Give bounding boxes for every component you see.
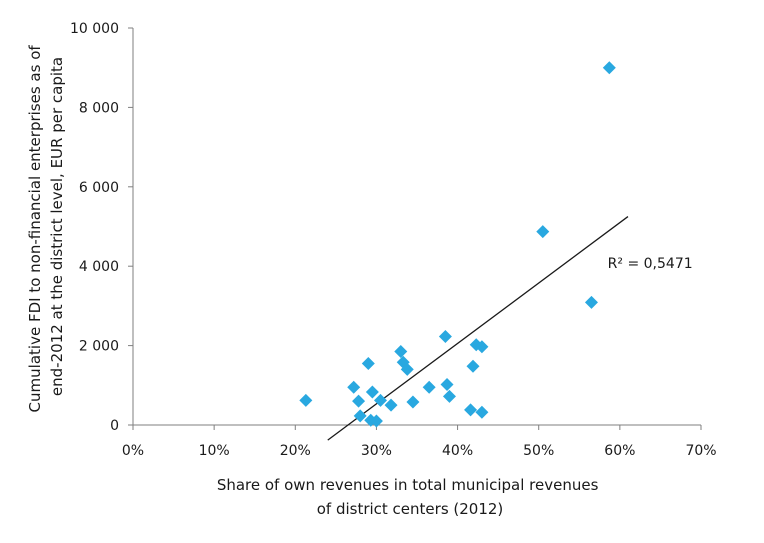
x-axis-title: Share of own revenues in total municipal… <box>217 476 603 518</box>
data-point <box>422 380 436 394</box>
y-tick-label: 2 000 <box>79 339 119 355</box>
r-squared-annotation: R² = 0,5471 <box>608 256 693 272</box>
data-point <box>442 389 456 403</box>
data-point <box>438 329 452 343</box>
data-point <box>347 380 361 394</box>
data-point <box>440 378 454 392</box>
data-point <box>466 359 480 373</box>
x-tick-label: 50% <box>523 443 554 459</box>
y-tick-label: 10 000 <box>70 21 119 37</box>
data-point <box>406 395 420 409</box>
data-point <box>384 398 398 412</box>
x-tick-label: 10% <box>199 443 230 459</box>
y-tick-label: 6 000 <box>79 180 119 196</box>
trendline <box>327 216 629 441</box>
y-axis-title-line-1: Cumulative FDI to non-financial enterpri… <box>26 45 44 413</box>
data-points <box>299 61 616 428</box>
data-point <box>464 403 478 417</box>
data-point <box>394 345 408 359</box>
data-point <box>365 385 379 399</box>
x-tick-label: 30% <box>361 443 392 459</box>
y-axis-title-line-2: end-2012 at the district level, EUR per … <box>48 57 66 396</box>
x-tick-label: 70% <box>685 443 716 459</box>
x-tick-label: 20% <box>280 443 311 459</box>
data-point <box>475 405 489 419</box>
y-ticks: 0 2 000 4 000 6 000 8 000 10 000 <box>70 21 133 434</box>
y-tick-label: 0 <box>110 418 119 434</box>
data-point <box>475 340 489 354</box>
data-point <box>400 362 414 376</box>
data-point <box>369 414 383 428</box>
y-tick-label: 8 000 <box>79 100 119 116</box>
x-axis-title-line-2: of district centers (2012) <box>317 500 504 518</box>
data-point <box>584 295 598 309</box>
x-tick-label: 40% <box>442 443 473 459</box>
axes <box>132 28 701 426</box>
data-point <box>299 393 313 407</box>
data-point <box>352 394 366 408</box>
y-tick-label: 4 000 <box>79 259 119 275</box>
x-ticks: 0% 10% 20% 30% 40% 50% 60% 70% <box>122 425 717 459</box>
x-axis-title-line-1: Share of own revenues in total municipal… <box>217 476 599 494</box>
x-tick-label: 60% <box>604 443 635 459</box>
data-point <box>602 61 616 75</box>
data-point <box>373 393 387 407</box>
data-point <box>353 409 367 423</box>
x-tick-label: 0% <box>122 443 144 459</box>
data-point <box>361 356 375 370</box>
data-point <box>536 225 550 239</box>
y-axis-title: Cumulative FDI to non-financial enterpri… <box>26 41 66 413</box>
